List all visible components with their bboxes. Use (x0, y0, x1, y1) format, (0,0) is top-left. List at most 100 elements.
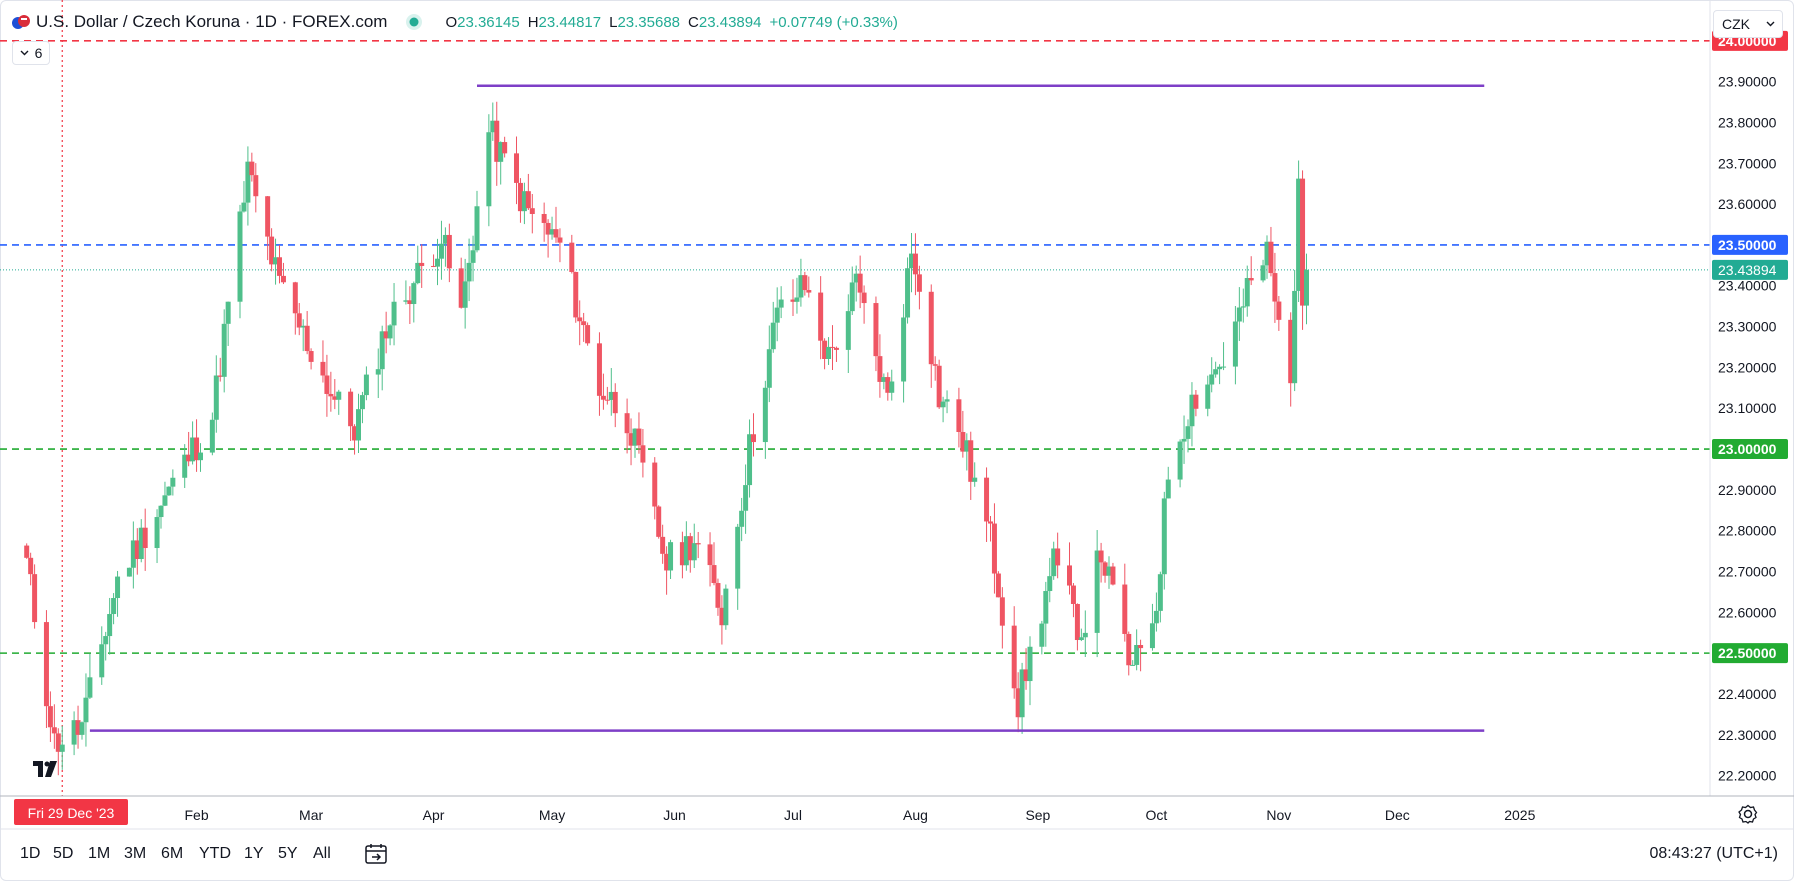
market-open-icon[interactable] (405, 13, 423, 31)
range-button-6m[interactable]: 6M (161, 845, 184, 862)
open-value: 23.36145 (457, 13, 520, 31)
candles-layer (24, 101, 1309, 776)
candle-body (1122, 584, 1128, 634)
range-button-3m[interactable]: 3M (124, 845, 147, 862)
last-price-tag (1712, 259, 1788, 280)
change-value: +0.07749 (+0.33%) (769, 13, 898, 31)
time-axis-label: Nov (1266, 807, 1291, 823)
candle-body (668, 542, 674, 571)
candle-body (517, 182, 523, 212)
candle-body (1248, 278, 1254, 281)
candle-body (596, 343, 602, 396)
candle-body (245, 161, 251, 203)
candle-body (1157, 574, 1163, 611)
candle-body (585, 325, 591, 344)
candle-body (802, 275, 808, 291)
candle-body (111, 598, 117, 615)
candle-body (964, 440, 970, 452)
candle-body (861, 292, 867, 304)
range-button-all[interactable]: All (313, 845, 331, 862)
level-price-label: 22.50000 (1718, 645, 1777, 661)
candle-body (59, 744, 65, 752)
range-button-1d[interactable]: 1D (20, 845, 41, 862)
candle-body (683, 536, 689, 566)
candle-body (988, 521, 993, 524)
time-axis-label: Feb (184, 807, 208, 823)
ohlc-values: O23.36145 H23.44817 L23.35688 C23.43894 +0.0… (445, 14, 897, 31)
price-tick-label: 22.70000 (1718, 563, 1777, 579)
candle-body (32, 574, 38, 623)
candle-body (833, 347, 839, 350)
level-price-label: 23.00000 (1718, 441, 1777, 457)
candle-body (691, 543, 697, 561)
close-label: C (688, 13, 699, 31)
candle-body (1110, 566, 1116, 585)
candle-body (28, 557, 34, 575)
candle-body (265, 196, 271, 237)
candle-body (830, 346, 835, 348)
candle-body (296, 313, 302, 328)
level-price-tag (1712, 234, 1788, 255)
range-button-5d[interactable]: 5D (53, 845, 74, 862)
candle-body (55, 733, 61, 752)
candle-body (608, 391, 614, 400)
currency-label: CZK (1722, 16, 1750, 32)
range-button-1y[interactable]: 1Y (244, 845, 264, 862)
candle-body (928, 291, 934, 365)
candle-body (600, 395, 606, 400)
level-price-tag (1712, 643, 1788, 664)
range-button-5y[interactable]: 5Y (278, 845, 298, 862)
candle-body (1260, 265, 1266, 281)
candle-body (103, 636, 109, 645)
candle-body (1078, 637, 1084, 641)
candle-body (403, 300, 409, 302)
candle-body (1292, 290, 1298, 384)
price-tick-label: 22.80000 (1718, 523, 1777, 539)
currency-select[interactable]: CZK (1713, 10, 1783, 38)
candle-body (383, 331, 389, 339)
settings-gear-icon[interactable] (1737, 803, 1759, 825)
candle-body (1177, 441, 1183, 480)
candle-body (494, 120, 500, 162)
candle-body (75, 720, 81, 735)
candle-body (723, 588, 729, 626)
candle-body (470, 250, 476, 263)
candle-body (1181, 438, 1187, 442)
flag-icon (12, 15, 30, 29)
symbol-title[interactable]: U.S. Dollar / Czech Koruna · 1D · FOREX.… (36, 12, 388, 31)
price-tick-label: 22.90000 (1718, 482, 1777, 498)
low-value: 23.35688 (617, 13, 681, 31)
candle-body (1193, 394, 1199, 409)
candle-body (1272, 273, 1278, 302)
candle-body (83, 697, 89, 723)
candle-body (1268, 241, 1274, 274)
range-button-ytd[interactable]: YTD (199, 845, 231, 862)
candle-body (249, 161, 255, 176)
candle-body (253, 175, 259, 197)
candle-body (1185, 426, 1191, 439)
candle-body (277, 257, 282, 276)
clock-timezone[interactable]: 08:43:27 (UTC+1) (1649, 845, 1778, 862)
candle-body (1189, 394, 1195, 427)
candle-body (885, 377, 891, 393)
candle-body (324, 375, 330, 394)
crosshair-date-tag (14, 799, 128, 825)
candle-body (379, 331, 385, 370)
time-axis-label: Dec (1385, 807, 1410, 823)
go-to-date-icon[interactable] (363, 843, 389, 865)
range-button-1m[interactable]: 1M (88, 845, 111, 862)
candle-body (968, 440, 974, 482)
chevron-down-icon (20, 50, 29, 56)
candle-body (209, 419, 215, 453)
high-label: H (527, 13, 539, 31)
candle-body (24, 545, 30, 558)
candle-body (711, 565, 717, 584)
candle-body (1106, 566, 1112, 576)
candle-body (458, 268, 464, 308)
candle-body (1217, 366, 1223, 370)
candle-body (474, 206, 480, 251)
indicators-toggle-button[interactable]: 6 (12, 41, 50, 65)
time-axis-label: Mar (299, 807, 323, 823)
candle-body (130, 540, 136, 568)
